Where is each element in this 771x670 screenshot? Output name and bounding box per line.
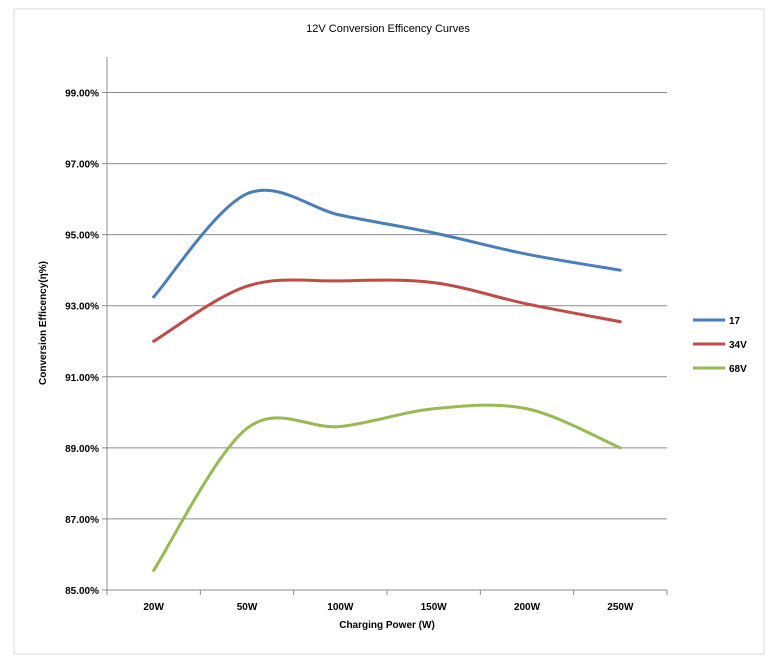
series-line-1	[152, 188, 622, 299]
x-tick-label: 100W	[327, 602, 354, 613]
y-tick-label: 85.00%	[65, 586, 99, 597]
x-tick-label: 20W	[143, 602, 164, 613]
axes	[102, 57, 668, 595]
series-line-2	[152, 278, 622, 343]
y-tick-label: 95.00%	[65, 231, 99, 242]
x-tick-label: 150W	[421, 602, 448, 613]
y-tick-labels: 85.00% 87.00% 89.00% 91.00% 93.00% 95.00% 97.0…	[65, 89, 99, 597]
y-tick-label: 93.00%	[65, 302, 99, 313]
y-tick-label: 91.00%	[65, 373, 99, 384]
x-tick-label: 200W	[514, 602, 541, 613]
x-axis-label: Charging Power (W)	[339, 620, 435, 631]
x-tick-labels: 20W 50W 100W 150W 200W 250W	[143, 602, 634, 613]
chart-title: 12V Conversion Efficency Curves	[306, 23, 470, 35]
legend-entry-label: 68V	[729, 364, 747, 375]
legend-entry-label: 34V	[729, 340, 747, 351]
x-tick-label: 250W	[607, 602, 634, 613]
y-tick-label: 97.00%	[65, 160, 99, 171]
y-tick-label: 89.00%	[65, 444, 99, 455]
chart-border	[13, 8, 765, 655]
x-tick-label: 50W	[237, 602, 258, 613]
legend: 17 34V 68V	[693, 316, 747, 375]
y-axis-label: Conversion Efficency(η%)	[38, 261, 49, 385]
y-tick-label: 87.00%	[65, 515, 99, 526]
legend-entry-label: 17	[729, 316, 741, 327]
y-tick-label: 99.00%	[65, 89, 99, 100]
series-lines	[152, 188, 622, 572]
series-line-3	[152, 403, 622, 572]
